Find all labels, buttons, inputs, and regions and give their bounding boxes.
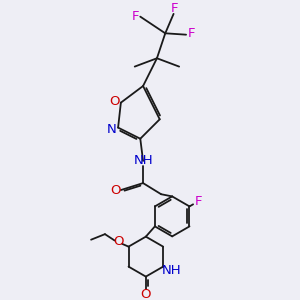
Text: F: F [131,10,139,23]
Text: O: O [141,288,151,300]
Text: F: F [194,195,202,208]
Text: F: F [188,27,195,40]
Text: F: F [170,2,178,15]
Text: N: N [107,122,117,136]
Text: NH: NH [133,154,153,167]
Text: O: O [110,95,120,108]
Text: O: O [113,236,124,248]
Text: NH: NH [161,264,181,277]
Text: O: O [110,184,121,196]
